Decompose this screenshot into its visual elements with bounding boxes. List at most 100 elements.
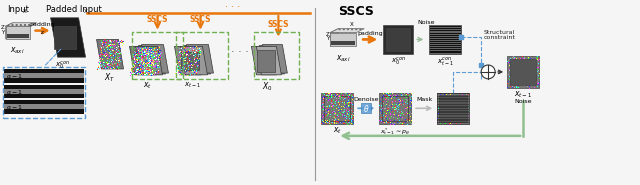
Polygon shape: [257, 46, 282, 75]
Text: Input: Input: [6, 5, 29, 14]
Text: Mask: Mask: [416, 97, 433, 102]
Polygon shape: [175, 46, 202, 75]
Text: $x_0^{con}$: $x_0^{con}$: [55, 60, 70, 72]
Bar: [4, 85, 84, 98]
Bar: [429, 25, 461, 26]
Text: padding: padding: [358, 31, 383, 36]
Text: $x_t$: $x_t$: [143, 81, 152, 91]
Polygon shape: [252, 46, 276, 75]
Text: · · ·: · · ·: [232, 47, 250, 57]
Bar: [6, 34, 29, 38]
Polygon shape: [138, 46, 166, 74]
Bar: [4, 89, 84, 94]
Bar: [429, 44, 461, 45]
Text: X: X: [349, 22, 353, 27]
Text: $x_{t-1}^*\sim p_\theta$: $x_{t-1}^*\sim p_\theta$: [380, 126, 410, 137]
Bar: [387, 28, 410, 51]
Bar: [332, 41, 355, 45]
Bar: [437, 92, 469, 124]
Bar: [437, 96, 469, 97]
Text: padding: padding: [30, 22, 56, 27]
Text: Padded Input: Padded Input: [45, 5, 102, 14]
Bar: [257, 50, 275, 72]
Text: SSCS: SSCS: [268, 20, 289, 29]
Bar: [429, 33, 461, 35]
Bar: [362, 103, 371, 113]
Text: $x_0^{con}$: $x_0^{con}$: [390, 56, 406, 68]
Text: SSCS: SSCS: [189, 15, 211, 24]
Bar: [437, 92, 469, 124]
Bar: [4, 69, 84, 83]
Polygon shape: [330, 33, 356, 46]
Text: $x_{t-1}$: $x_{t-1}$: [514, 90, 532, 100]
Bar: [429, 48, 461, 49]
Bar: [324, 95, 350, 121]
Bar: [429, 38, 461, 39]
Bar: [429, 27, 461, 28]
Text: $X_0$: $X_0$: [262, 81, 273, 93]
Text: Denoise: Denoise: [353, 97, 379, 102]
Text: $\alpha-1$: $\alpha-1$: [6, 88, 23, 96]
Bar: [439, 95, 467, 122]
Polygon shape: [186, 45, 213, 73]
Text: Noise: Noise: [417, 20, 435, 25]
Text: · · ·: · · ·: [225, 2, 240, 12]
Bar: [437, 119, 469, 121]
Bar: [177, 32, 228, 79]
Polygon shape: [97, 39, 124, 69]
Bar: [54, 26, 76, 49]
Bar: [324, 95, 350, 121]
Text: $x_{t-1}^{con}$: $x_{t-1}^{con}$: [436, 56, 454, 68]
Bar: [382, 95, 408, 121]
Bar: [321, 92, 353, 124]
Bar: [429, 40, 461, 41]
Bar: [437, 98, 469, 100]
Text: $x_t$: $x_t$: [333, 126, 342, 137]
Bar: [437, 109, 469, 110]
Polygon shape: [51, 18, 86, 57]
Text: $x_{axi}$: $x_{axi}$: [336, 53, 351, 64]
Polygon shape: [6, 23, 13, 39]
Bar: [437, 104, 469, 105]
Bar: [437, 114, 469, 115]
Bar: [429, 53, 461, 54]
Bar: [131, 32, 184, 79]
Polygon shape: [259, 46, 284, 74]
Text: Y: Y: [326, 36, 330, 41]
Bar: [437, 101, 469, 102]
Polygon shape: [180, 46, 207, 75]
Text: Structural
constraint: Structural constraint: [483, 30, 515, 40]
Bar: [380, 92, 412, 124]
Text: $x_{axi}$: $x_{axi}$: [10, 45, 25, 56]
Bar: [429, 31, 461, 33]
Polygon shape: [6, 23, 36, 26]
Bar: [429, 36, 461, 37]
Text: SSCS: SSCS: [147, 15, 168, 24]
Text: $\alpha-1$: $\alpha-1$: [6, 72, 23, 80]
Text: Y: Y: [1, 30, 4, 35]
Polygon shape: [330, 29, 339, 46]
Bar: [382, 95, 408, 121]
Text: $x_{t-1}$: $x_{t-1}$: [184, 81, 201, 90]
Polygon shape: [330, 29, 364, 33]
Bar: [4, 73, 84, 78]
Text: $\theta$: $\theta$: [363, 103, 369, 114]
Polygon shape: [129, 46, 157, 75]
Text: X: X: [84, 9, 88, 14]
Bar: [437, 106, 469, 107]
Bar: [429, 29, 461, 30]
Text: X: X: [23, 9, 26, 14]
Polygon shape: [6, 26, 29, 39]
Text: Z: Z: [326, 32, 330, 37]
Bar: [510, 59, 536, 85]
Polygon shape: [184, 46, 211, 74]
Text: $X_T$: $X_T$: [104, 72, 115, 84]
Bar: [507, 56, 539, 88]
Text: $\alpha-1$: $\alpha-1$: [6, 103, 23, 111]
Text: SSCS: SSCS: [339, 5, 374, 18]
Text: z: z: [41, 30, 44, 35]
Bar: [437, 111, 469, 113]
Bar: [383, 25, 413, 54]
Text: Noise: Noise: [515, 100, 532, 105]
Polygon shape: [262, 45, 287, 73]
